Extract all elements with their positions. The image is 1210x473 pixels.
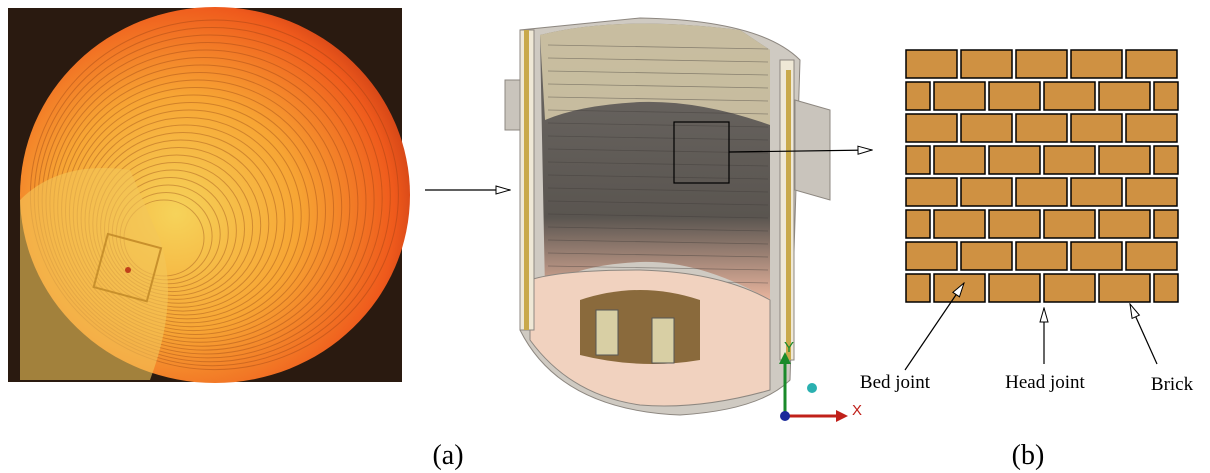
brick-line xyxy=(547,70,769,76)
brick xyxy=(1070,49,1123,79)
brick xyxy=(933,145,986,175)
annotation: Brick xyxy=(1151,374,1194,395)
arrow xyxy=(904,283,964,371)
brick xyxy=(905,273,931,303)
brick-line xyxy=(547,187,769,193)
brick xyxy=(960,49,1013,79)
brick xyxy=(1043,273,1096,303)
brick xyxy=(988,81,1041,111)
brick xyxy=(988,209,1041,239)
arrow xyxy=(1130,304,1158,365)
brick-line xyxy=(547,239,769,245)
axis-label: X xyxy=(852,402,862,419)
brick xyxy=(1153,209,1179,239)
brick-line xyxy=(547,109,769,115)
brick xyxy=(1098,81,1151,111)
axis-label: Y xyxy=(784,339,794,356)
brick xyxy=(1015,49,1068,79)
brick-line xyxy=(547,265,769,271)
brick-line xyxy=(547,83,769,89)
brick xyxy=(1125,241,1178,271)
axis-triad: Y X xyxy=(779,339,862,422)
panel-label: (a) xyxy=(432,440,463,471)
brick xyxy=(905,145,931,175)
brick-line xyxy=(547,135,769,141)
arrow xyxy=(728,150,872,152)
brick-line xyxy=(547,44,769,50)
brick-line xyxy=(547,174,769,180)
brick-line xyxy=(547,213,769,219)
ladle-illustration xyxy=(504,17,831,416)
brick xyxy=(905,209,931,239)
brick-wall xyxy=(905,49,1179,303)
brick xyxy=(1098,209,1151,239)
brick-line xyxy=(547,226,769,232)
brick-line xyxy=(547,122,769,128)
brick xyxy=(988,273,1041,303)
brick xyxy=(1153,81,1179,111)
brick xyxy=(1125,113,1178,143)
brick xyxy=(905,49,958,79)
brick xyxy=(1153,273,1179,303)
brick xyxy=(933,273,986,303)
brick-line xyxy=(547,96,769,102)
brick xyxy=(1043,209,1096,239)
brick xyxy=(1015,177,1068,207)
brick xyxy=(960,113,1013,143)
brick xyxy=(1125,49,1178,79)
brick xyxy=(1043,145,1096,175)
brick xyxy=(905,113,958,143)
brick xyxy=(960,177,1013,207)
brick xyxy=(1153,145,1179,175)
brick xyxy=(905,241,958,271)
photo xyxy=(8,7,410,383)
brick-line xyxy=(547,200,769,206)
brick xyxy=(1015,113,1068,143)
brick xyxy=(1070,241,1123,271)
brick xyxy=(1070,177,1123,207)
brick xyxy=(1098,273,1151,303)
brick xyxy=(988,145,1041,175)
brick xyxy=(905,177,958,207)
brick-line xyxy=(547,57,769,63)
brick xyxy=(905,81,931,111)
panel-label: (b) xyxy=(1012,440,1045,471)
brick xyxy=(1125,177,1178,207)
brick xyxy=(1098,145,1151,175)
annotation: Head joint xyxy=(1005,372,1085,393)
brick xyxy=(1043,81,1096,111)
brick xyxy=(1070,113,1123,143)
annotation: Bed joint xyxy=(860,372,931,393)
brick-line xyxy=(547,252,769,258)
brick xyxy=(933,81,986,111)
brick-line xyxy=(547,161,769,167)
brick xyxy=(1015,241,1068,271)
brick xyxy=(933,209,986,239)
brick xyxy=(960,241,1013,271)
